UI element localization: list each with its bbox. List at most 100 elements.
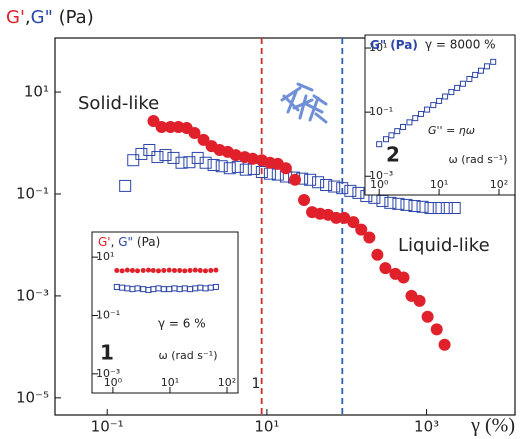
x-tick-label: 10¹ <box>161 376 179 389</box>
x-tick-label: 10¹ <box>254 418 279 436</box>
data-point <box>187 267 193 273</box>
data-point <box>155 121 168 134</box>
data-point <box>400 198 413 211</box>
data-point <box>490 58 497 65</box>
data-point <box>418 110 425 117</box>
inset-frame <box>91 231 239 394</box>
data-point <box>247 162 260 175</box>
data-point <box>424 202 437 215</box>
data-point <box>229 149 242 162</box>
data-point <box>135 147 148 160</box>
data-point <box>119 179 132 192</box>
data-point <box>119 268 125 274</box>
x-axis-label: γ (%) <box>470 415 515 437</box>
data-point <box>355 223 368 236</box>
data-point <box>392 197 405 210</box>
data-point <box>320 178 333 191</box>
data-point <box>384 196 397 209</box>
y-tick-label: 10⁻¹ <box>16 184 49 202</box>
y-tick-label: 10¹ <box>24 83 49 101</box>
data-point <box>231 160 244 173</box>
data-point <box>312 176 325 189</box>
data-point <box>124 267 130 273</box>
data-point <box>448 89 455 96</box>
data-point <box>448 202 461 215</box>
data-point <box>150 267 156 273</box>
data-point <box>192 267 198 273</box>
data-point <box>304 173 317 186</box>
data-point <box>436 97 443 104</box>
y-tick-label: 10⁻¹ <box>369 105 393 118</box>
x-tick-label: 10³ <box>414 418 439 436</box>
data-point <box>182 268 188 274</box>
x-tick-label: 10¹ <box>430 178 448 191</box>
x-tick-label: 10⁰ <box>104 376 123 389</box>
y-tick-label: 10⁻³ <box>16 286 49 304</box>
data-point <box>430 323 443 336</box>
y-axis-label-part: G" <box>31 7 53 28</box>
data-point <box>338 211 351 224</box>
data-point <box>289 173 302 186</box>
y-tick-label: 10¹ <box>96 250 114 263</box>
data-point <box>352 186 365 199</box>
data-point <box>239 163 252 176</box>
data-point <box>344 184 357 197</box>
plot-frame <box>54 37 516 416</box>
data-point <box>199 156 212 169</box>
data-point <box>175 156 188 169</box>
data-point <box>213 267 219 273</box>
rod-icon <box>280 82 328 124</box>
data-point <box>183 156 196 169</box>
data-point <box>363 231 376 244</box>
data-point <box>347 216 360 229</box>
data-point <box>440 202 453 215</box>
data-point <box>412 115 419 122</box>
annotation: 2 <box>386 143 400 167</box>
annotation: 1 <box>100 341 114 365</box>
data-point <box>114 267 120 273</box>
data-point <box>432 202 445 215</box>
data-point <box>379 262 392 275</box>
y-axis-label-part: G" (Pa) <box>370 38 418 52</box>
data-point <box>135 268 141 274</box>
y-axis-label-part: G" <box>118 235 133 249</box>
data-point <box>246 152 259 165</box>
y-tick-label: 10⁻³ <box>369 169 393 182</box>
data-point <box>207 159 220 172</box>
data-point <box>459 80 466 87</box>
data-point <box>371 248 384 261</box>
y-tick-label: 10⁻¹ <box>96 308 120 321</box>
data-point <box>143 143 156 156</box>
data-point <box>140 267 146 273</box>
x-tick-label: 10⁰ <box>370 178 389 191</box>
data-point <box>298 194 311 207</box>
data-point <box>177 267 183 273</box>
data-point <box>129 267 135 273</box>
y-tick-label: 10⁻⁵ <box>16 388 49 406</box>
y-axis-label: G',G" (Pa) <box>6 7 94 28</box>
data-point <box>279 162 292 175</box>
annotation: γ = 6 % <box>158 317 206 331</box>
data-point <box>430 102 437 109</box>
x-tick-label: 10² <box>218 376 236 389</box>
data-point <box>421 310 434 323</box>
data-point <box>166 267 172 273</box>
data-point <box>413 294 426 307</box>
data-point <box>376 141 383 148</box>
data-point <box>438 338 451 351</box>
x-tick-label: 10⁻¹ <box>91 418 124 436</box>
annotation: Liquid-like <box>398 235 490 256</box>
y-tick-label: 10¹ <box>369 41 387 54</box>
data-point <box>145 267 151 273</box>
data-point <box>151 151 164 164</box>
y-tick-label: 10⁻³ <box>96 367 120 380</box>
annotation: Solid-like <box>78 93 159 114</box>
data-point <box>382 136 389 143</box>
x-axis-label: ω (rad s⁻¹) <box>449 153 508 166</box>
data-point <box>223 162 236 175</box>
data-point <box>208 267 214 273</box>
data-point <box>400 123 407 130</box>
data-point <box>188 127 201 140</box>
data-point <box>215 160 228 173</box>
